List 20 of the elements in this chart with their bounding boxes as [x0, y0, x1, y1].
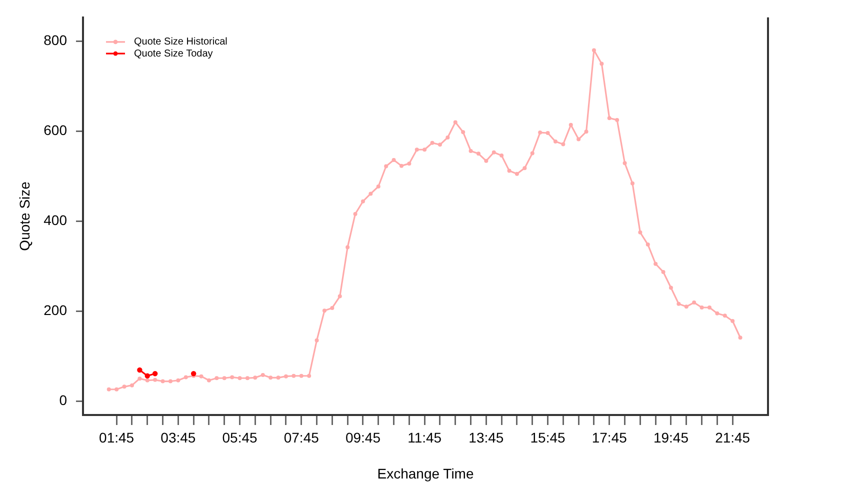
- x-tick-label: 17:45: [592, 429, 628, 446]
- x-tick-label: 19:45: [653, 429, 689, 446]
- y-tick-label: 400: [44, 212, 68, 228]
- x-tick-label: 11:45: [408, 429, 442, 446]
- y-axis-title: Quote Size: [16, 181, 32, 251]
- legend-label: Quote Size Today: [134, 48, 213, 60]
- y-tick-label: 200: [44, 302, 68, 318]
- x-tick-label: 13:45: [468, 429, 504, 446]
- x-tick-label: 01:45: [99, 429, 134, 446]
- x-axis-title: Exchange Time: [377, 465, 474, 482]
- legend-label: Quote Size Historical: [134, 36, 228, 48]
- x-tick-label: 05:45: [222, 429, 258, 446]
- y-tick-label: 800: [44, 32, 68, 48]
- y-tick-label: 0: [59, 392, 68, 408]
- x-tick-label: 07:45: [284, 429, 320, 446]
- y-tick-label: 600: [44, 122, 68, 138]
- x-tick-label: 15:45: [530, 429, 566, 446]
- x-tick-label: 21:45: [715, 429, 750, 446]
- x-tick-label: 03:45: [160, 429, 196, 446]
- x-tick-label: 09:45: [345, 429, 381, 446]
